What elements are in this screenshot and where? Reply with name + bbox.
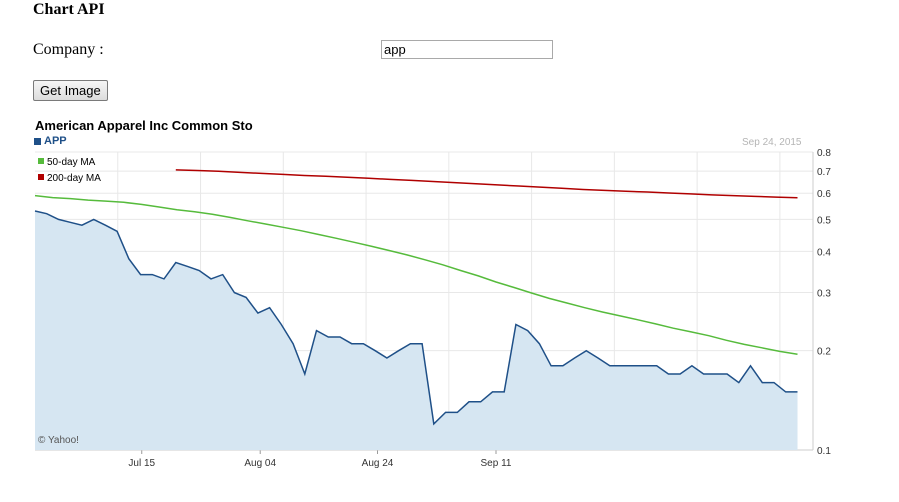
page-heading: Chart API <box>33 1 105 18</box>
x-tick-label: Sep 11 <box>481 458 512 469</box>
legend-label-ma200: 200-day MA <box>47 173 101 184</box>
y-tick-label: 0.8 <box>817 148 831 159</box>
chart-credit: © Yahoo! <box>38 435 79 446</box>
y-tick-label: 0.4 <box>817 247 831 258</box>
ma50-line <box>34 194 798 356</box>
ticker-symbol: APP <box>44 135 67 147</box>
y-tick-label: 0.5 <box>817 215 831 226</box>
ticker-legend: APP <box>34 135 67 147</box>
legend-label-ma50: 50-day MA <box>47 157 96 168</box>
y-tick-label: 0.6 <box>817 189 831 200</box>
price-line <box>34 210 798 426</box>
y-tick-label: 0.3 <box>817 289 831 300</box>
x-tick-label: Aug 04 <box>244 458 276 469</box>
x-tick-label: Aug 24 <box>362 458 394 469</box>
ma200-line <box>175 169 798 199</box>
legend-swatch-ma200 <box>38 174 44 180</box>
ticker-swatch <box>34 137 41 145</box>
company-label: Company : <box>33 41 104 58</box>
y-tick-label: 0.1 <box>817 446 831 457</box>
chart-date: Sep 24, 2015 <box>742 137 802 148</box>
company-input[interactable] <box>381 40 553 59</box>
chart-plot-area: 0.8 0.7 0.6 0.5 0.4 0.3 0.2 0.1 Jul 15 Aug 04 Aug … <box>34 148 831 469</box>
legend-swatch-ma50 <box>38 158 44 164</box>
y-tick-label: 0.7 <box>817 167 831 178</box>
y-tick-label: 0.2 <box>817 347 831 358</box>
get-image-button[interactable]: Get Image <box>33 80 108 101</box>
stock-chart: American Apparel Inc Common Sto APP Sep … <box>0 112 899 502</box>
x-tick-label: Jul 15 <box>128 458 155 469</box>
chart-title: American Apparel Inc Common Sto <box>35 118 253 133</box>
price-area <box>35 211 798 450</box>
